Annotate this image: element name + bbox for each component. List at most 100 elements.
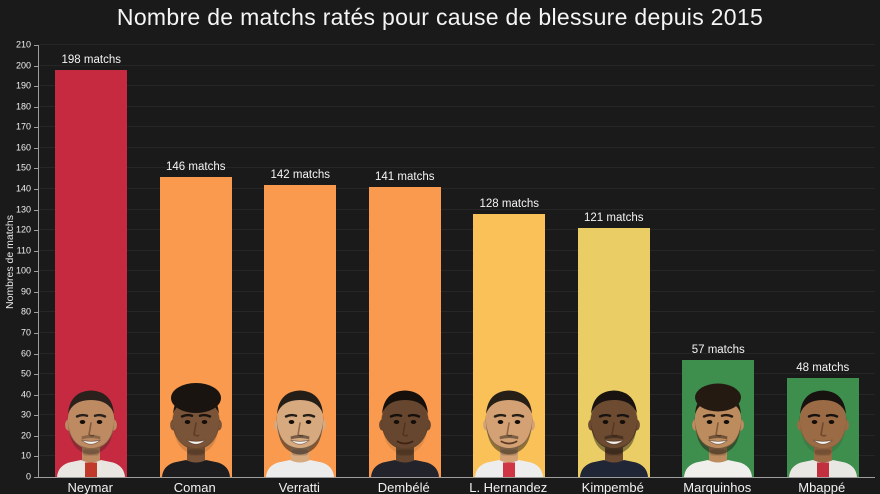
bar-value-label: 198 matchs [61,53,121,66]
bars-layer: 198 matchs 146 matchs 142 matchs 141 matchs… [39,45,875,477]
y-tick-mark [34,106,38,108]
y-tick-label: 60 [20,348,31,359]
player-name: L. Hernandez [469,480,548,494]
bar-fill [55,69,128,477]
x-axis: Neymar Coman Verratti Dembélé L. Hernandez Ki… [38,480,874,494]
bar-value-label: 146 matchs [166,160,226,173]
bar: 142 matchs [264,169,337,477]
bar-slot: 146 matchs [144,45,249,477]
chart-title: Nombre de matchs ratés pour cause de ble… [116,4,764,30]
gridline [39,44,875,45]
player-name: Coman [173,480,216,494]
player-photo [475,390,544,477]
gridline [39,290,875,292]
bar: 57 matchs [682,344,755,477]
gridline [39,332,875,334]
y-tick-label: 50 [20,368,31,379]
y-axis: 0 10 20 30 40 50 60 70 80 90 100 110 120 130 140 150 160… [0,40,38,481]
bar-value-label: 142 matchs [270,168,330,181]
bar-fill [577,228,650,477]
bar-fill [682,359,755,477]
bar-fill [368,186,441,477]
gridline [39,434,875,436]
bar: 128 matchs [473,198,546,477]
bar: 141 matchs [368,171,441,477]
player-photo [684,383,753,477]
bar-slot: 198 matchs [39,45,144,477]
gridline [39,229,875,231]
bar-fill [473,213,546,477]
y-tick-label: 150 [15,162,31,173]
gridline [39,64,875,66]
bar: 198 matchs [55,54,128,477]
y-tick-mark [34,209,38,211]
y-tick-mark [34,271,38,273]
y-tick-label: 180 [15,101,31,112]
y-tick-mark [34,435,38,437]
gridline [39,85,875,87]
gridline [39,146,875,148]
player-name: Dembélé [377,480,430,494]
bar-value-label: 48 matchs [796,362,850,375]
gridline [39,105,875,107]
y-tick-label: 0 [25,471,31,482]
y-tick-mark [34,189,38,190]
gridline [39,352,875,354]
player-photo [161,383,230,477]
y-tick-label: 10 [20,450,31,461]
gridline [39,208,875,210]
bar: 121 matchs [577,212,650,477]
y-tick-label: 190 [15,80,31,91]
gridline [39,311,875,313]
y-tick-mark [34,250,38,252]
bar-slot: 48 matchs [771,45,876,477]
player-photo [370,390,439,477]
gridline [39,126,875,128]
y-tick-mark [34,65,38,67]
y-tick-mark [34,168,38,170]
bar: 48 matchs [786,362,859,477]
player-name: Mbappé [798,480,846,494]
player-photo [266,390,335,477]
bar-slot: 142 matchs [248,45,353,477]
y-tick-label: 30 [20,409,31,420]
gridline [39,373,875,375]
bar-slot: 128 matchs [457,45,562,477]
bar-fill [159,176,232,477]
bar-value-label: 141 matchs [375,170,435,183]
y-tick-label: 170 [15,121,31,132]
bar-value-label: 128 matchs [479,197,539,210]
y-tick-mark [34,374,38,376]
y-tick-label: 160 [15,142,31,153]
y-tick-label: 120 [15,224,31,235]
y-tick-label: 110 [16,245,31,256]
bar: 146 matchs [159,161,232,477]
y-tick-mark [34,230,38,232]
y-tick-label: 200 [15,60,31,71]
player-name: Kimpembé [581,480,644,494]
y-tick-mark [34,291,38,293]
gridline [39,414,875,416]
y-tick-mark [34,127,38,129]
gridline [39,188,875,190]
bar-value-label: 121 matchs [584,212,644,225]
y-tick-label: 100 [15,265,31,276]
plot-area: 198 matchs 146 matchs 142 matchs 141 matchs… [38,44,875,478]
y-tick-label: 40 [20,389,31,400]
y-tick-mark [34,86,38,88]
player-photo [57,390,126,477]
bar-slot: 57 matchs [666,45,771,477]
bar-slot: 141 matchs [353,45,458,477]
gridline [39,249,875,251]
y-tick-label: 210 [15,39,31,50]
y-tick-mark [34,394,38,396]
y-tick-label: 130 [15,204,31,215]
y-tick-mark [34,353,38,355]
y-tick-label: 80 [20,306,31,317]
y-tick-mark [34,147,38,149]
gridline [39,270,875,272]
y-tick-mark [34,477,38,478]
player-name: Neymar [67,480,113,494]
y-tick-mark [34,45,38,46]
